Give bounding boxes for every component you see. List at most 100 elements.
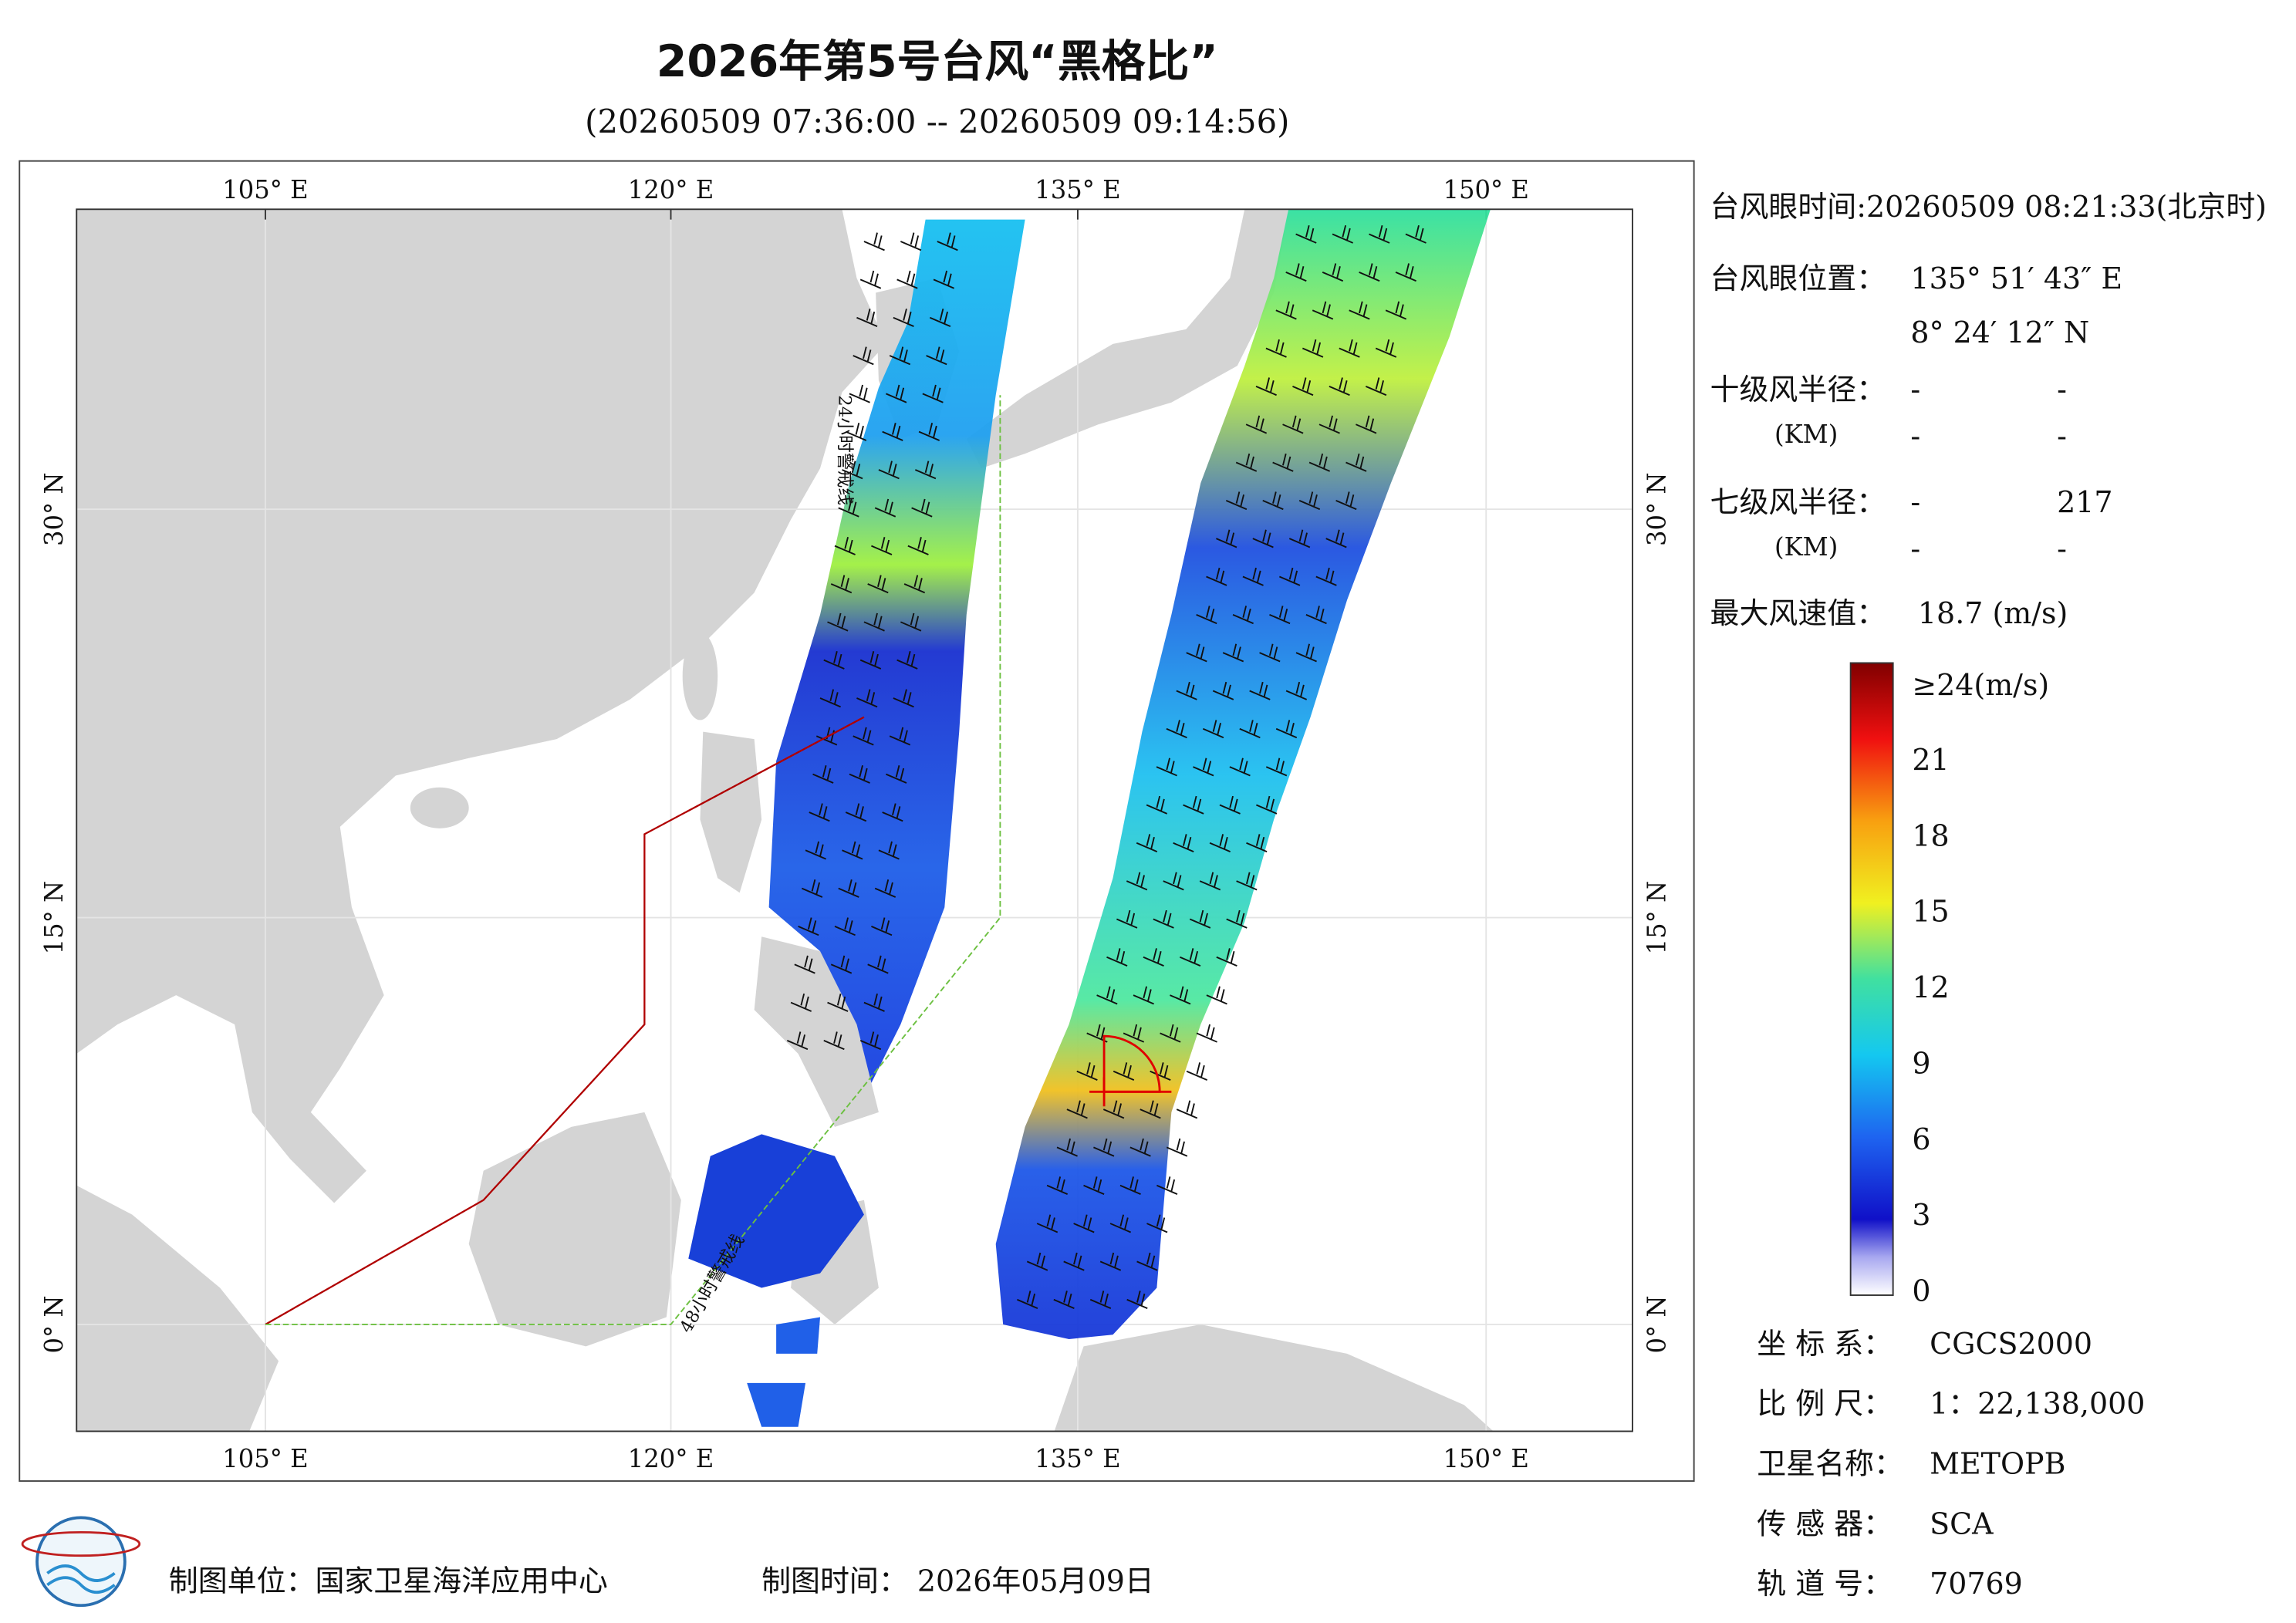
wind-barb xyxy=(1076,1062,1098,1081)
footer-unit: 制图单位：国家卫星海洋应用中心 xyxy=(169,1564,608,1598)
wind-barb xyxy=(1385,301,1407,320)
wind-barb xyxy=(1017,1291,1038,1309)
wind-barb xyxy=(886,384,907,403)
meta-value: 70769 xyxy=(1930,1567,2023,1601)
wind-barb xyxy=(790,993,812,1012)
lon-tick-label: 105° E xyxy=(222,175,308,204)
wind-barb xyxy=(867,955,889,974)
wind-barb xyxy=(1126,872,1148,891)
wind-barb xyxy=(838,498,859,518)
wind-barb xyxy=(1375,339,1397,358)
swath-fragment xyxy=(747,1317,821,1427)
wind-barb xyxy=(1179,948,1201,967)
wind-barb xyxy=(798,917,819,936)
wind-barb xyxy=(786,1031,809,1051)
wind-barb xyxy=(1096,986,1118,1005)
wind-barb xyxy=(1275,720,1298,739)
map-border xyxy=(76,208,1633,1432)
lat-tick-label: 15° N xyxy=(39,881,69,955)
land xyxy=(468,1112,681,1347)
lon-tick-label: 150° E xyxy=(1443,1444,1529,1473)
wind-barb xyxy=(1156,758,1177,777)
r7-label: 七级风半径： xyxy=(1710,485,1886,519)
wind-barb xyxy=(1099,1252,1122,1271)
wind-barb xyxy=(1275,301,1297,320)
wind-barb xyxy=(805,841,826,860)
wind-barb xyxy=(1106,948,1128,967)
wind-barb xyxy=(1305,606,1327,625)
colorbar-tick-label: 21 xyxy=(1912,743,1949,777)
wind-barb xyxy=(1196,1024,1217,1043)
wind-barb xyxy=(1329,377,1350,396)
wind-barb xyxy=(842,841,863,860)
wind-barb xyxy=(1285,681,1308,700)
wind-barb xyxy=(1133,986,1154,1005)
map-frame xyxy=(19,160,1695,1482)
wind-barb xyxy=(1166,720,1187,739)
vmax-value: 18.7 (m/s) xyxy=(1918,596,2068,630)
wind-barb xyxy=(1265,758,1288,777)
wind-barb xyxy=(1113,1062,1135,1081)
footer-time: 制图时间： 2026年05月09日 xyxy=(761,1564,1154,1598)
r7-value: - xyxy=(2057,532,2067,566)
meta-value: 1：22,138,000 xyxy=(1930,1387,2145,1421)
wind-barb xyxy=(1359,263,1380,282)
wind-barb xyxy=(1093,1138,1115,1157)
wind-barb xyxy=(1166,1138,1188,1157)
wind-barb xyxy=(1349,301,1370,320)
wind-barb xyxy=(1136,1252,1158,1271)
wind-barb xyxy=(1272,453,1294,472)
wind-barb xyxy=(1369,224,1390,244)
wind-barb xyxy=(1116,909,1138,929)
wind-barb xyxy=(1242,567,1264,586)
wind-barb xyxy=(823,1031,845,1051)
colorbar-tick-label: 3 xyxy=(1912,1198,1930,1232)
wind-barb xyxy=(859,651,882,670)
wind-barb xyxy=(1083,1176,1105,1195)
wind-barb xyxy=(834,537,856,555)
wind-barb xyxy=(827,612,849,632)
warning-label-24h: 24小时警戒线 xyxy=(834,395,854,505)
colorbar-tick-label: 0 xyxy=(1912,1274,1930,1308)
wind-barb xyxy=(838,879,859,898)
wind-barb xyxy=(926,346,947,366)
wind-barb xyxy=(867,575,889,594)
wind-barb xyxy=(871,537,893,555)
wind-barb xyxy=(914,461,937,480)
wind-barb xyxy=(853,346,874,366)
wind-barb xyxy=(1036,1214,1059,1233)
lat-tick-label: 15° N xyxy=(1643,881,1672,955)
wind-radius-7 xyxy=(1102,1034,1161,1093)
wind-barb xyxy=(809,803,830,822)
wind-barb xyxy=(849,765,870,784)
meta-label: 传 感 器： xyxy=(1757,1507,1893,1540)
r10-value: - xyxy=(1910,420,1920,454)
land xyxy=(410,787,469,828)
wind-barb xyxy=(842,461,863,480)
r7-unit: (KM) xyxy=(1774,532,1838,562)
wind-barb xyxy=(830,575,853,594)
wind-barb xyxy=(1209,834,1231,853)
eye-pos-label: 台风眼位置： xyxy=(1710,262,1886,295)
wind-barb xyxy=(1189,909,1211,929)
wind-barb xyxy=(889,727,911,746)
wind-barb xyxy=(1109,1214,1131,1233)
wind-barb xyxy=(1255,377,1277,396)
wind-barb xyxy=(1102,1100,1125,1119)
wind-barb xyxy=(845,423,867,441)
wind-barb xyxy=(1066,1100,1088,1119)
lon-tick-label: 120° E xyxy=(628,175,714,204)
wind-barb xyxy=(849,384,870,403)
wind-barb xyxy=(801,879,823,898)
r10-unit: (KM) xyxy=(1774,420,1838,449)
wind-barb xyxy=(1053,1291,1075,1309)
wind-barb xyxy=(903,575,926,594)
wind-barb xyxy=(1322,263,1344,282)
land xyxy=(76,1185,279,1432)
wind-barb xyxy=(874,879,896,898)
land xyxy=(76,209,886,1203)
map-area: 24小时警戒线 48小时警戒线 xyxy=(76,209,1633,1432)
meta-label: 比 例 尺： xyxy=(1757,1387,1893,1421)
wind-barb xyxy=(1123,1024,1145,1043)
